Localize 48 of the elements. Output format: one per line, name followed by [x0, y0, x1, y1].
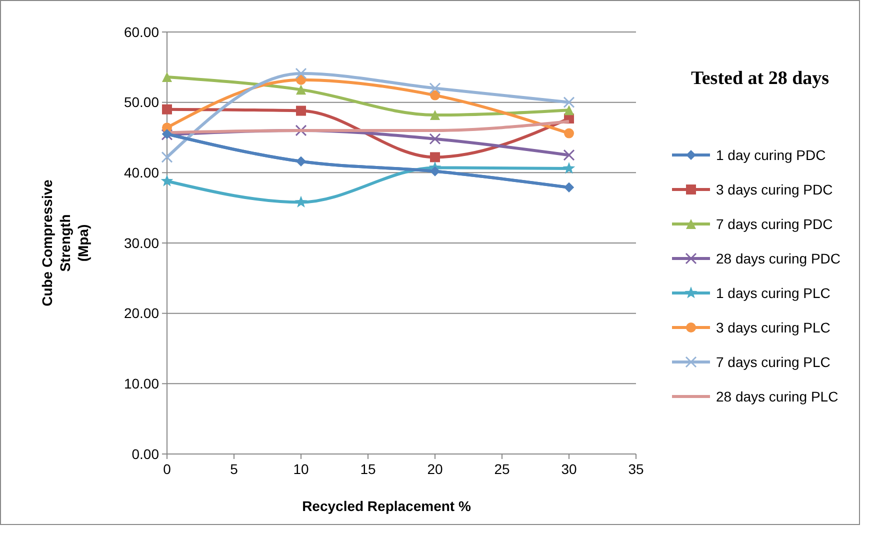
point: [430, 166, 440, 176]
legend-title: Tested at 28 days: [690, 68, 830, 89]
x-tick-label: 5: [230, 461, 238, 477]
x-tick-label: 30: [561, 461, 577, 477]
legend-label: 3 days curing PLC: [716, 319, 830, 336]
legend-label: 3 days curing PDC: [716, 181, 833, 198]
point: [295, 68, 307, 80]
point: [162, 72, 172, 82]
x-tick-label: 25: [494, 461, 510, 477]
y-tick-label: 60.00: [124, 24, 160, 40]
point: [296, 156, 306, 166]
x-axis-title: Recycled Replacement %: [302, 498, 472, 514]
point: [162, 104, 172, 114]
y-tick-label: 20.00: [124, 305, 160, 322]
legend-label: 7 days curing PLC: [716, 354, 830, 370]
x-tick-label: 20: [427, 461, 443, 477]
y-tick-label: 50.00: [124, 94, 160, 110]
point: [564, 105, 574, 116]
y-tick-label: 10.00: [124, 376, 160, 392]
legend-label: 7 days curing PDC: [716, 216, 833, 232]
point: [563, 149, 575, 161]
point: [564, 182, 574, 192]
legend-label: 28 days curing PDC: [716, 250, 841, 266]
point: [295, 124, 307, 136]
point: [296, 106, 306, 116]
x-tick-label: 15: [360, 461, 376, 477]
legend-label: 1 days curing PLC: [716, 284, 830, 301]
y-tick-label: 30.00: [124, 234, 160, 251]
x-tick-label: 0: [163, 461, 172, 477]
y-tick-label: 40.00: [124, 164, 160, 181]
point: [429, 133, 441, 145]
x-tick-label: 10: [293, 461, 309, 477]
point: [430, 90, 440, 100]
point: [430, 110, 440, 120]
y-axis-title: Cube Compressive Strength (Mpa): [39, 179, 91, 306]
point: [430, 152, 440, 162]
point: [160, 174, 174, 186]
point: [294, 196, 308, 208]
point: [564, 128, 574, 138]
point: [563, 96, 575, 108]
point: [562, 162, 576, 174]
point: [161, 151, 173, 163]
legend-label: 1 day curing PDC: [716, 146, 826, 163]
y-tick-label: 0.00: [132, 446, 160, 462]
x-tick-label: 35: [628, 461, 644, 477]
point: [429, 82, 441, 94]
legend-label: 28 days curing PLC: [716, 388, 838, 404]
point: [296, 84, 306, 95]
